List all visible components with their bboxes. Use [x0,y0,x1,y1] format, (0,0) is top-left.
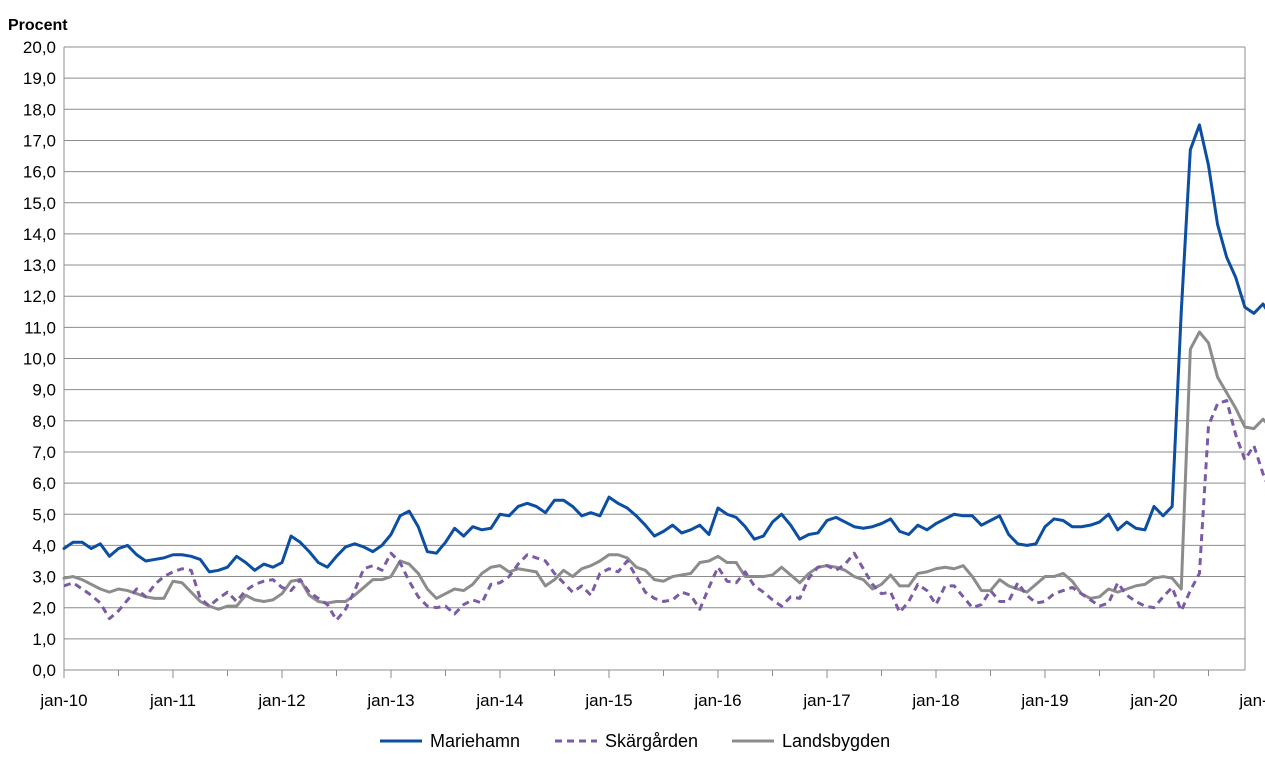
legend: Mariehamn Skärgården Landsbygden [380,731,890,751]
y-tick-label: 16,0 [23,163,56,182]
legend-label: Skärgården [605,731,698,751]
x-tick-label: jan-19 [1020,691,1068,710]
x-tick-label: jan-21 [1238,691,1265,710]
gridlines [64,46,1245,640]
y-tick-label: 18,0 [23,100,56,119]
y-tick-label: 15,0 [23,194,56,213]
y-tick-label: 19,0 [23,69,56,88]
x-tick-label: jan-17 [802,691,850,710]
y-tick-label: 3,0 [32,568,56,587]
y-tick-label: 1,0 [32,630,56,649]
legend-item-skärgården: Skärgården [555,731,698,751]
y-tick-label: 13,0 [23,256,56,275]
y-tick-label: 14,0 [23,225,56,244]
x-tick-label: jan-12 [257,691,305,710]
x-tick-label: jan-14 [475,691,523,710]
y-tick-label: 4,0 [32,536,56,555]
y-tick-label: 9,0 [32,381,56,400]
y-tick-label: 6,0 [32,474,56,493]
series-lines [62,123,1265,622]
y-tick-label: 8,0 [32,412,56,431]
y-tick-labels: 0,0 1,0 2,0 3,0 4,0 5,0 6,0 7,0 8,0 9,0 10,0 11,0 12… [23,38,56,680]
x-tick-label: jan-11 [149,691,196,710]
series-line-mariehamn [62,123,1265,574]
y-tick-label: 7,0 [32,443,56,462]
x-tick-label: jan-13 [366,691,414,710]
x-tick-label: jan-18 [911,691,959,710]
y-tick-label: 12,0 [23,287,56,306]
x-tick-label: jan-20 [1129,691,1177,710]
legend-item-landsbygden: Landsbygden [732,731,890,751]
x-tick-label: jan-10 [39,691,87,710]
y-tick-label: 11,0 [24,318,56,337]
series-line-landsbygden [62,330,1265,611]
legend-item-mariehamn: Mariehamn [380,731,520,751]
series-line-skärgården [63,399,1265,622]
y-tick-label: 5,0 [32,505,56,524]
y-tick-label: 17,0 [23,131,56,150]
y-tick-label: 2,0 [32,599,56,618]
y-tick-label: 10,0 [23,350,56,369]
y-tick-label: 0,0 [32,661,56,680]
x-tick-label: jan-16 [693,691,741,710]
legend-label: Mariehamn [430,731,520,751]
x-tick-labels: jan-10 jan-11 jan-12 jan-13 jan-14 jan-15 jan-… [39,691,1265,710]
y-axis-label: Procent [8,17,68,34]
x-tick-label: jan-15 [584,691,632,710]
y-tick-label: 20,0 [23,38,56,57]
axes [63,47,1246,678]
legend-label: Landsbygden [782,731,890,751]
